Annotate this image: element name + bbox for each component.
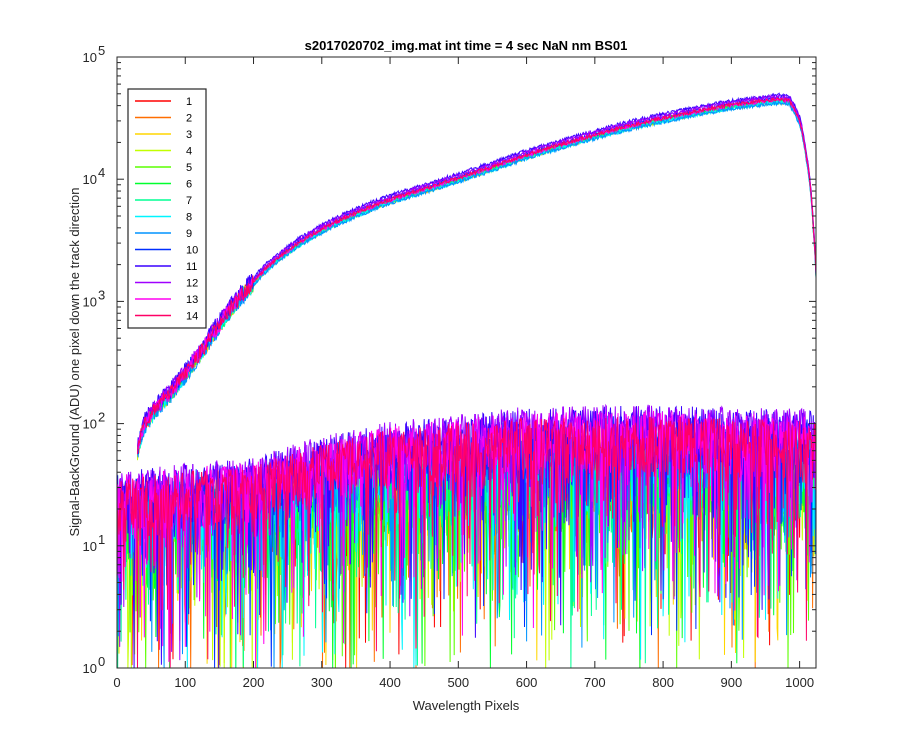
series-clip-group: [117, 92, 816, 668]
y-tick-label-10: 10: [83, 539, 97, 554]
legend-label-9: 9: [186, 228, 192, 240]
y-tick-label-100000: 10: [83, 50, 97, 65]
x-tick-label-1000: 1000: [785, 675, 814, 690]
legend-label-3: 3: [186, 129, 192, 141]
y-tick-exponent-1000: 3: [98, 287, 105, 302]
x-tick-label-400: 400: [379, 675, 401, 690]
legend-label-11: 11: [186, 261, 197, 273]
y-tick-label-100: 10: [83, 417, 97, 432]
legend-label-1: 1: [186, 96, 192, 108]
legend-label-6: 6: [186, 179, 192, 191]
x-axis-label: Wavelength Pixels: [413, 698, 520, 713]
x-tick-label-800: 800: [652, 675, 674, 690]
legend-label-12: 12: [186, 278, 198, 290]
x-tick-label-600: 600: [516, 675, 538, 690]
legend-label-8: 8: [186, 212, 192, 224]
y-tick-exponent-100000: 5: [98, 43, 105, 58]
y-axis-label: Signal-BackGround (ADU) one pixel down t…: [67, 187, 82, 536]
x-tick-label-100: 100: [174, 675, 196, 690]
y-tick-exponent-1: 0: [98, 654, 105, 669]
x-tick-label-500: 500: [447, 675, 469, 690]
x-tick-label-700: 700: [584, 675, 606, 690]
axes-box: [116, 56, 817, 669]
legend-label-5: 5: [186, 162, 192, 174]
legend-label-7: 7: [186, 195, 192, 207]
y-tick-label-10000: 10: [83, 172, 97, 187]
series-layer: [117, 92, 816, 668]
series-14-dim-line: [117, 416, 816, 668]
legend-label-13: 13: [186, 294, 198, 306]
legend-label-10: 10: [186, 245, 198, 257]
legend-label-14: 14: [186, 311, 198, 323]
series-11-bright-line: [137, 92, 816, 447]
legend-label-2: 2: [186, 113, 192, 125]
y-tick-exponent-100: 2: [98, 410, 105, 425]
y-tick-exponent-10000: 4: [98, 165, 105, 180]
series-14-bright-line: [137, 96, 816, 455]
y-tick-label-1: 10: [83, 661, 97, 676]
x-tick-label-300: 300: [311, 675, 333, 690]
legend-box: [127, 88, 207, 329]
legend-label-4: 4: [186, 146, 192, 158]
series-14: [117, 96, 816, 668]
y-tick-label-1000: 10: [83, 294, 97, 309]
x-tick-label-900: 900: [721, 675, 743, 690]
y-tick-exponent-10: 1: [98, 532, 105, 547]
x-tick-label-0: 0: [113, 675, 120, 690]
x-tick-label-200: 200: [243, 675, 265, 690]
chart-title: s2017020702_img.mat int time = 4 sec NaN…: [305, 38, 628, 53]
